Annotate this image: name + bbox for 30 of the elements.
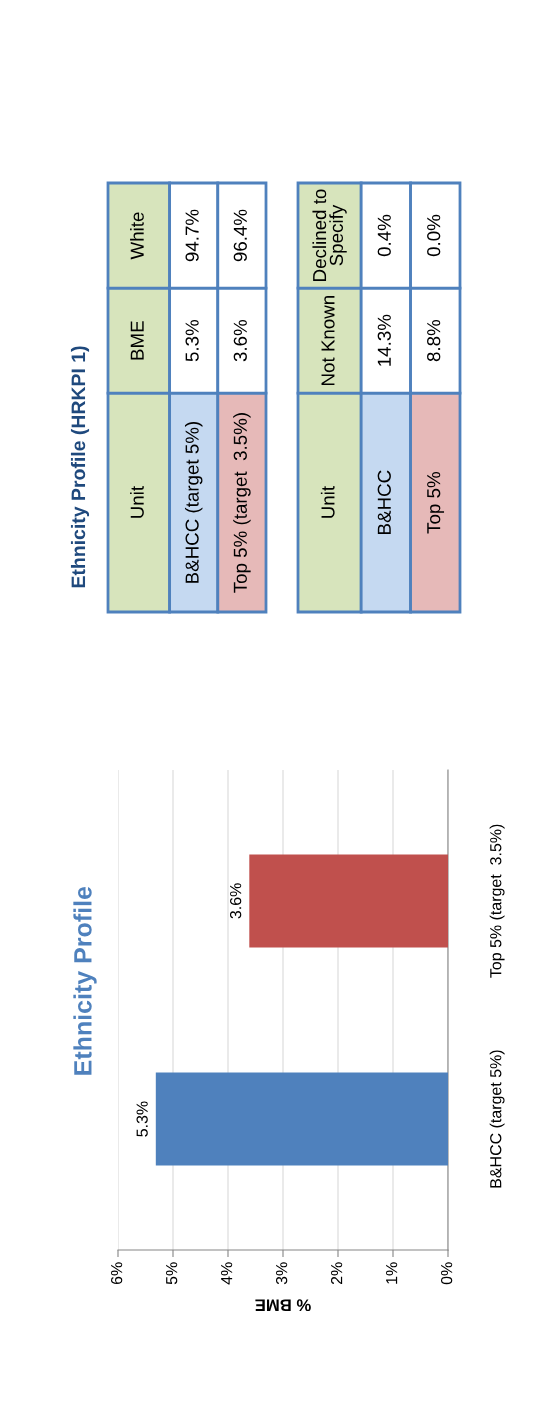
text: BME bbox=[130, 321, 144, 360]
text: Ethnicity Profile (HRKPI 1) bbox=[70, 346, 90, 588]
text: Unit bbox=[130, 486, 144, 518]
text: 94.7% bbox=[185, 209, 199, 262]
text: 96.4% bbox=[233, 209, 247, 262]
x-tick-label: 3% bbox=[275, 1262, 288, 1285]
x-tick-label: 1% bbox=[386, 1262, 398, 1284]
text: Not Known bbox=[321, 296, 335, 385]
text: Declined to Specify bbox=[312, 189, 347, 281]
text: Top 5% (target 3.5%) bbox=[233, 413, 251, 593]
text: 0.4% bbox=[377, 214, 391, 257]
x-tick-label: 5% bbox=[166, 1262, 178, 1285]
text: B&HCC bbox=[377, 470, 391, 534]
text: Top 5% bbox=[427, 472, 445, 534]
x-axis-title: % BME bbox=[255, 1299, 311, 1312]
x-tick-label: 0% bbox=[440, 1262, 453, 1285]
x-tick-label: 2% bbox=[330, 1262, 343, 1285]
text: 3.6% bbox=[233, 319, 247, 362]
text: Unit bbox=[320, 486, 335, 518]
text: Ethnicity Profile bbox=[73, 886, 97, 1075]
text: 5.3% bbox=[185, 319, 199, 362]
text: White bbox=[130, 212, 144, 260]
text: 14.3% bbox=[377, 314, 391, 366]
x-tick-label: 4% bbox=[221, 1262, 233, 1285]
x-tick-label: 6% bbox=[110, 1262, 123, 1285]
data-label: 5.3% bbox=[136, 1101, 148, 1137]
text: 0.0% bbox=[427, 214, 441, 257]
data-label: 3.6% bbox=[229, 883, 242, 919]
text: 8.8% bbox=[427, 319, 441, 362]
text: B&HCC (target 5%) bbox=[184, 421, 203, 583]
